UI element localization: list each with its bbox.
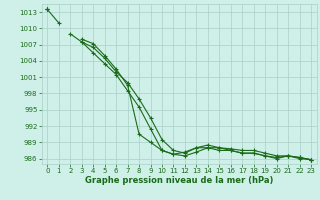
X-axis label: Graphe pression niveau de la mer (hPa): Graphe pression niveau de la mer (hPa)	[85, 176, 273, 185]
